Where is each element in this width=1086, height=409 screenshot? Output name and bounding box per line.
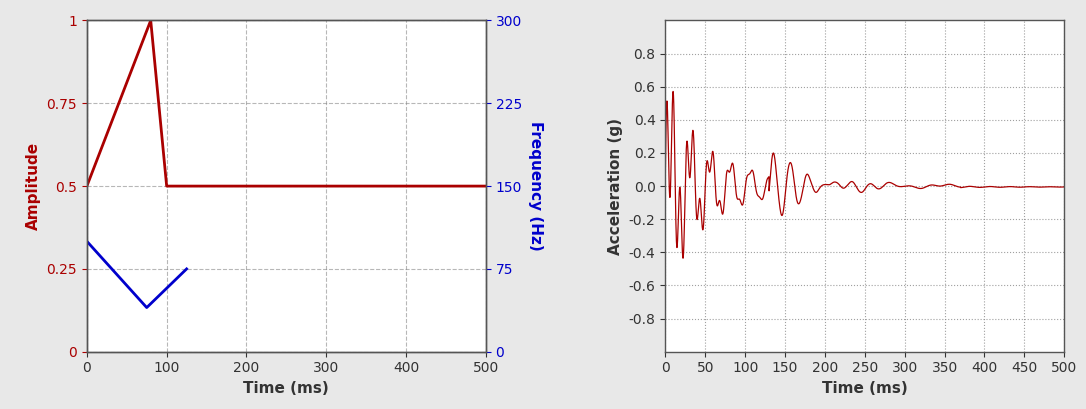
Y-axis label: Amplitude: Amplitude: [26, 142, 41, 230]
Y-axis label: Acceleration (g): Acceleration (g): [608, 118, 623, 254]
Y-axis label: Frequency (Hz): Frequency (Hz): [528, 121, 543, 251]
X-axis label: Time (ms): Time (ms): [822, 381, 908, 396]
X-axis label: Time (ms): Time (ms): [243, 381, 329, 396]
